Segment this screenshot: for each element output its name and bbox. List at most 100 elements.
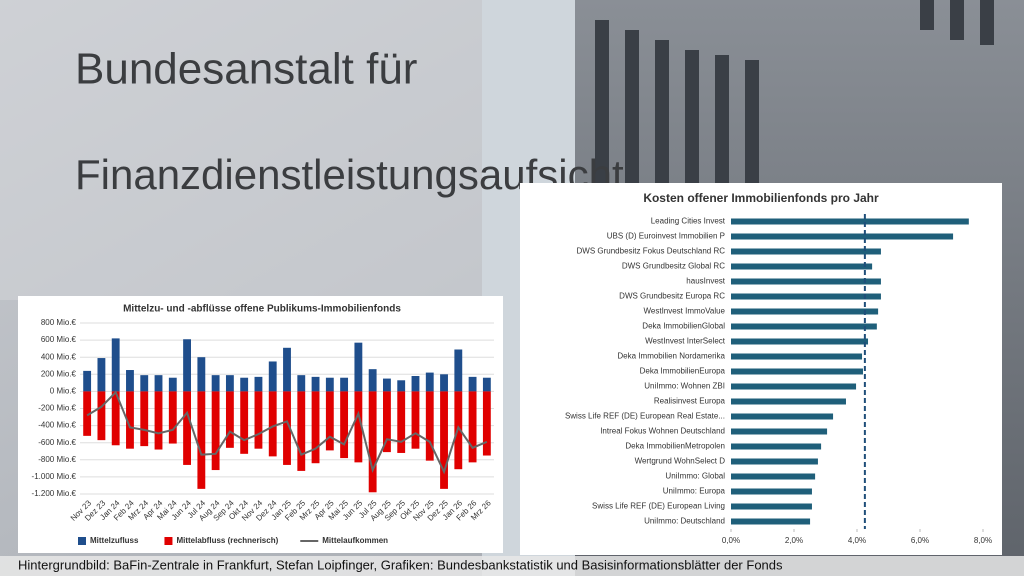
y-tick-label: 400 Mio.€ xyxy=(41,352,77,361)
bar xyxy=(183,391,191,465)
legend-swatch xyxy=(78,537,86,545)
bar xyxy=(268,361,277,392)
bar xyxy=(168,377,177,392)
y-tick-label: DWS Grundbesitz Europa RC xyxy=(619,292,725,301)
bar xyxy=(311,391,320,464)
legend-label: Mittelzufluss xyxy=(90,536,139,545)
x-tick-label: 4,0% xyxy=(848,536,866,545)
y-tick-label: DWS Grundbesitz Global RC xyxy=(622,262,725,271)
y-tick-label: -400 Mio.€ xyxy=(38,421,76,430)
bar xyxy=(482,391,491,456)
y-tick-label: UniImmo: Europa xyxy=(663,487,726,496)
y-tick-label: Intreal Fokus Wohnen Deutschland xyxy=(600,427,725,436)
bar xyxy=(368,391,377,493)
line xyxy=(86,390,488,475)
bar xyxy=(482,377,491,392)
bar xyxy=(731,488,812,495)
building-windows xyxy=(595,0,994,200)
bar xyxy=(154,375,163,392)
y-tick-label: UniImmo: Deutschland xyxy=(644,517,725,526)
legend-swatch xyxy=(164,537,173,545)
bar xyxy=(325,377,334,392)
chart-title: Kosten offener Immobilienfonds pro Jahr xyxy=(643,191,879,205)
bar xyxy=(340,391,349,459)
y-tick-label: UniImmo: Wohnen ZBI xyxy=(644,382,725,391)
bar xyxy=(397,391,406,453)
y-tick-label: -600 Mio.€ xyxy=(38,438,76,447)
bar xyxy=(731,458,818,465)
bar xyxy=(140,391,149,447)
bar xyxy=(454,349,463,392)
y-tick-label: UBS (D) Euroinvest Immobilien P xyxy=(607,232,725,241)
bar xyxy=(468,391,477,463)
y-tick-label: WestInvest InterSelect xyxy=(645,337,726,346)
bar xyxy=(254,391,263,449)
bar xyxy=(397,380,406,392)
y-tick-label: hausInvest xyxy=(686,277,725,286)
y-tick-label: Leading Cities Invest xyxy=(651,217,726,226)
bar xyxy=(111,391,120,446)
bar xyxy=(440,374,448,392)
bar xyxy=(126,391,134,449)
bar xyxy=(731,353,863,360)
bar xyxy=(731,293,881,300)
bar xyxy=(240,377,249,392)
y-tick-label: -800 Mio.€ xyxy=(38,455,76,464)
bar xyxy=(731,263,873,270)
y-tick-label: Deka Immobilien Nordamerika xyxy=(617,352,725,361)
bar xyxy=(211,375,220,392)
bar xyxy=(140,375,149,392)
bar xyxy=(197,357,206,392)
bar xyxy=(168,391,177,444)
bar xyxy=(283,347,291,392)
bar xyxy=(83,391,92,436)
bar xyxy=(97,391,106,441)
bar xyxy=(731,503,812,510)
bar xyxy=(731,308,879,315)
bar xyxy=(731,368,863,375)
bar xyxy=(731,518,811,525)
bar xyxy=(468,376,477,392)
y-tick-label: 800 Mio.€ xyxy=(41,318,77,327)
bar xyxy=(97,358,106,392)
bar xyxy=(383,391,391,453)
bar xyxy=(311,376,320,392)
y-tick-label: WestInvest ImmoValue xyxy=(643,307,725,316)
bar xyxy=(240,391,249,454)
bar xyxy=(731,473,816,480)
bar xyxy=(731,218,969,225)
bar xyxy=(411,391,420,449)
y-tick-label: 600 Mio.€ xyxy=(41,335,77,344)
bar xyxy=(254,376,263,392)
bar xyxy=(731,383,857,390)
bar xyxy=(731,338,869,345)
bar xyxy=(111,338,120,392)
legend-label: Mittelabfluss (rechnerisch) xyxy=(176,536,278,545)
y-tick-label: -1.000 Mio.€ xyxy=(32,472,77,481)
bar xyxy=(83,370,92,392)
bar xyxy=(368,369,377,392)
y-tick-label: -1.200 Mio.€ xyxy=(32,489,77,498)
x-tick-label: 0,0% xyxy=(722,536,740,545)
bar xyxy=(340,377,349,392)
bar xyxy=(383,378,391,392)
bar xyxy=(731,323,877,330)
y-tick-label: -200 Mio.€ xyxy=(38,404,76,413)
bar xyxy=(440,391,448,489)
bar xyxy=(225,391,234,448)
x-tick-label: 2,0% xyxy=(785,536,803,545)
y-tick-label: Swiss Life REF (DE) European Real Estate… xyxy=(565,412,725,421)
bar xyxy=(297,375,306,392)
y-tick-label: 200 Mio.€ xyxy=(41,369,77,378)
bar xyxy=(268,391,277,457)
bar xyxy=(425,372,434,392)
caption-band xyxy=(0,556,1024,576)
bar xyxy=(411,376,420,392)
bar xyxy=(731,248,881,255)
chart-title: Mittelzu- und -abflüsse offene Publikums… xyxy=(123,304,401,315)
sign-text: Bundesanstalt für xyxy=(75,45,417,94)
bar xyxy=(731,443,822,450)
y-tick-label: UniImmo: Global xyxy=(665,472,725,481)
bar xyxy=(425,391,434,461)
